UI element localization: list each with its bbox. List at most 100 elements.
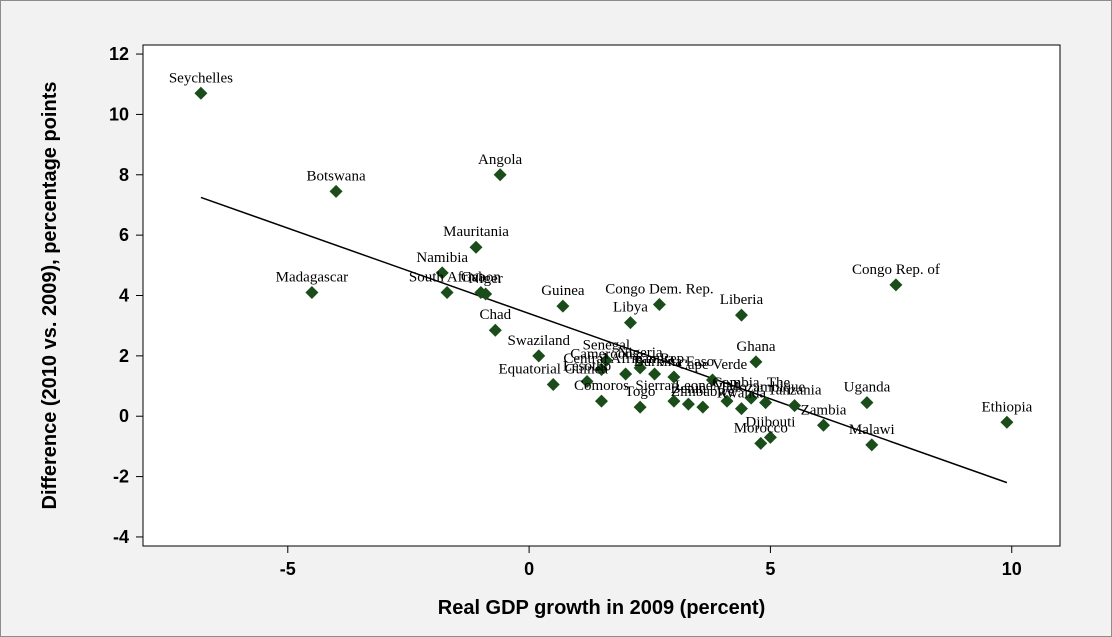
data-point-label: Ghana bbox=[736, 339, 775, 355]
data-point bbox=[556, 299, 570, 313]
data-point bbox=[479, 287, 493, 301]
data-point-label: Congo Dem. Rep. bbox=[605, 282, 713, 298]
trendline-layer bbox=[200, 196, 1008, 484]
data-point bbox=[889, 278, 903, 292]
x-tick-label: 10 bbox=[1002, 559, 1022, 579]
data-point-label: Sierra Leone bbox=[635, 378, 712, 394]
data-point bbox=[599, 353, 613, 367]
data-point bbox=[763, 430, 777, 444]
data-point bbox=[329, 184, 343, 198]
data-point bbox=[493, 168, 507, 182]
data-point bbox=[648, 367, 662, 381]
y-tick-label: 10 bbox=[109, 104, 129, 124]
data-point-label: Nigeria bbox=[618, 345, 663, 361]
data-point-label: Botswana bbox=[306, 168, 366, 184]
x-tick-label: 5 bbox=[765, 559, 775, 579]
axes: -5 0 5 10 -4 -2 0 2 4 6 8 10 12 bbox=[109, 44, 1022, 579]
x-axis-title: Real GDP growth in 2009 (percent) bbox=[438, 597, 766, 619]
data-point-label: Zimbabwe bbox=[671, 384, 735, 400]
data-point bbox=[817, 418, 831, 432]
data-point-label: Kenya bbox=[635, 351, 674, 367]
data-point bbox=[488, 323, 502, 337]
y-tick-label: -4 bbox=[113, 527, 129, 547]
data-point bbox=[623, 316, 637, 330]
data-point bbox=[749, 355, 763, 369]
data-point bbox=[720, 394, 734, 408]
data-point-label: Ethiopia bbox=[981, 399, 1032, 415]
data-point bbox=[667, 394, 681, 408]
y-tick-label: 2 bbox=[119, 346, 129, 366]
data-point-label: Swaziland bbox=[508, 333, 571, 349]
data-point-label: Burkina Faso bbox=[634, 354, 714, 370]
data-point bbox=[865, 438, 879, 452]
x-tick-label: -5 bbox=[280, 559, 296, 579]
y-tick-label: 0 bbox=[119, 406, 129, 426]
data-point bbox=[860, 396, 874, 410]
points-layer bbox=[194, 86, 1014, 452]
x-tick-label: 0 bbox=[524, 559, 534, 579]
data-point bbox=[194, 86, 208, 100]
data-point-label: Angola bbox=[478, 152, 523, 168]
data-point-label: Cape Verde bbox=[678, 357, 748, 373]
data-point-label: Zambia bbox=[801, 402, 847, 418]
data-point bbox=[633, 361, 647, 375]
trendline bbox=[200, 196, 1008, 484]
data-point bbox=[696, 400, 710, 414]
data-point bbox=[1000, 415, 1014, 429]
data-point bbox=[744, 391, 758, 405]
data-point bbox=[681, 397, 695, 411]
data-point bbox=[788, 399, 802, 413]
data-point bbox=[305, 285, 319, 299]
data-point bbox=[667, 370, 681, 384]
data-point-label: Uganda bbox=[844, 380, 891, 396]
data-point-label: Benin bbox=[670, 381, 706, 397]
data-point-label: Mauritania bbox=[443, 224, 509, 240]
y-tick-label: 8 bbox=[119, 165, 129, 185]
data-point bbox=[706, 373, 720, 387]
plot-area bbox=[142, 44, 1061, 547]
data-point bbox=[759, 396, 773, 410]
y-axis-title: Difference (2010 vs. 2009), percentage p… bbox=[39, 82, 61, 510]
data-point-label: Lesotho bbox=[563, 359, 611, 375]
data-point bbox=[580, 375, 594, 389]
data-point-label: Mali bbox=[713, 378, 741, 394]
data-point-label: Morocco bbox=[734, 420, 788, 436]
data-point bbox=[469, 240, 483, 254]
data-point-label: Tanzania bbox=[768, 383, 822, 399]
data-point-label: Equatorial Guinea bbox=[498, 362, 608, 378]
data-point bbox=[734, 402, 748, 416]
data-point-label: Libya bbox=[613, 300, 648, 316]
data-point bbox=[595, 394, 608, 408]
data-point bbox=[619, 367, 633, 381]
data-point-label: Chad bbox=[479, 307, 511, 323]
data-point-label: Comoros bbox=[574, 378, 629, 394]
data-point-label: Gabon bbox=[461, 269, 501, 285]
data-point-label: Togo bbox=[625, 384, 656, 400]
data-point-label: Central African Rep. bbox=[563, 351, 688, 367]
data-point-label: Liberia bbox=[720, 292, 764, 308]
data-point-label: Djibouti bbox=[745, 414, 795, 430]
data-point-label: Congo Rep. of bbox=[852, 262, 940, 278]
data-point-label: South Africa bbox=[409, 269, 486, 285]
data-point bbox=[754, 436, 768, 450]
data-point-label: Namibia bbox=[416, 250, 468, 266]
data-point-label: Gambia, The bbox=[712, 375, 790, 391]
data-point-label: Guinea bbox=[541, 283, 585, 299]
data-point-label: Malawi bbox=[849, 422, 895, 438]
data-point bbox=[435, 266, 449, 280]
data-point bbox=[633, 400, 647, 414]
y-tick-label: 12 bbox=[109, 44, 129, 64]
data-point bbox=[546, 378, 560, 392]
data-point bbox=[652, 298, 666, 312]
y-tick-label: 4 bbox=[119, 286, 129, 306]
data-point-label: Seychelles bbox=[169, 70, 233, 86]
data-point bbox=[440, 285, 454, 299]
data-point-label: Niger bbox=[469, 271, 503, 287]
data-point-label: Cameroon bbox=[570, 346, 633, 362]
y-tick-label: 6 bbox=[119, 225, 129, 245]
data-point bbox=[595, 362, 608, 376]
data-point-label: Rwanda bbox=[717, 386, 766, 402]
y-tick-label: -2 bbox=[113, 467, 129, 487]
data-point-label: Senegal bbox=[583, 337, 630, 353]
